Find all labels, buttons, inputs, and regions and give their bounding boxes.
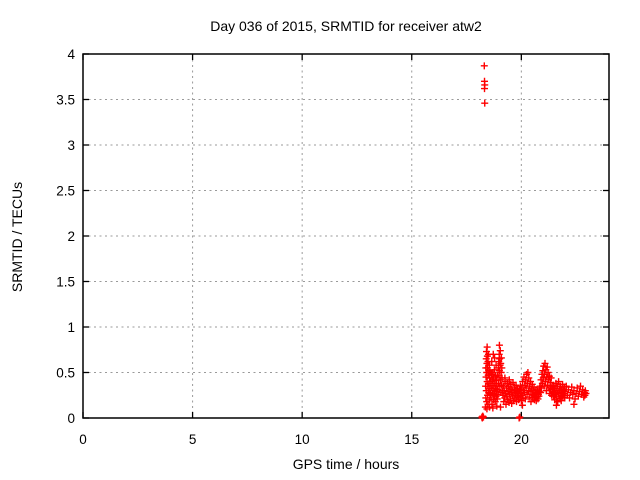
data-point — [518, 401, 526, 409]
y-tick-label: 3 — [67, 138, 75, 153]
data-point — [489, 350, 497, 358]
axis-ticks — [82, 53, 609, 419]
data-point — [568, 383, 576, 391]
data-point — [527, 398, 535, 406]
data-point — [483, 343, 491, 351]
data-point — [546, 379, 554, 387]
y-tick-label: 2.5 — [56, 184, 75, 199]
data-point — [539, 374, 547, 382]
data-point — [521, 395, 529, 403]
data-point — [496, 347, 504, 355]
data-point — [497, 354, 505, 362]
data-point — [481, 99, 489, 107]
data-point — [540, 382, 548, 390]
data-point — [557, 397, 565, 405]
y-tick-label: 0.5 — [56, 366, 75, 381]
data-point — [547, 374, 555, 382]
data-point — [491, 354, 499, 362]
data-point — [569, 390, 577, 398]
data-point — [541, 359, 549, 367]
data-point — [495, 341, 503, 349]
data-point — [485, 361, 493, 369]
data-point — [552, 401, 560, 409]
y-tick-label: 2 — [67, 229, 75, 244]
data-point — [544, 369, 552, 376]
data-point — [490, 366, 498, 374]
data-point — [562, 382, 570, 390]
data-point — [512, 381, 520, 389]
y-tick-label: 0 — [67, 411, 75, 426]
data-point — [555, 378, 563, 386]
data-point — [488, 358, 496, 366]
x-tick-label: 0 — [79, 432, 87, 447]
data-point — [516, 413, 524, 421]
data-point — [497, 403, 505, 411]
scatter-points — [478, 62, 590, 422]
tick-labels: 0 5 10 15 20 0 0.5 1 1.5 2 2.5 3 3.5 4 — [56, 47, 529, 447]
data-point — [498, 364, 506, 372]
data-point — [479, 413, 487, 421]
x-axis-label: GPS time / hours — [292, 456, 400, 472]
data-point — [537, 389, 545, 397]
data-point — [524, 369, 532, 376]
data-point — [489, 404, 497, 412]
x-tick-label: 20 — [514, 432, 529, 447]
data-point — [566, 394, 574, 402]
x-tick-label: 5 — [189, 432, 197, 447]
data-point — [491, 391, 499, 399]
x-tick-label: 15 — [404, 432, 419, 447]
data-point — [480, 62, 488, 70]
chart-title: Day 036 of 2015, SRMTID for receiver atw… — [210, 18, 482, 34]
data-point — [481, 85, 489, 93]
data-point — [577, 382, 585, 390]
data-point — [505, 376, 513, 384]
y-tick-label: 1 — [67, 320, 75, 335]
grid-lines — [83, 54, 609, 418]
y-tick-label: 4 — [67, 47, 75, 62]
x-tick-label: 10 — [295, 432, 310, 447]
data-point — [539, 367, 547, 375]
data-point — [543, 363, 551, 371]
y-tick-label: 1.5 — [56, 275, 75, 290]
y-tick-label: 3.5 — [56, 93, 75, 108]
data-point — [493, 402, 501, 410]
data-point — [525, 374, 533, 382]
data-point — [570, 400, 578, 408]
data-point — [493, 395, 501, 403]
data-point — [582, 389, 590, 397]
